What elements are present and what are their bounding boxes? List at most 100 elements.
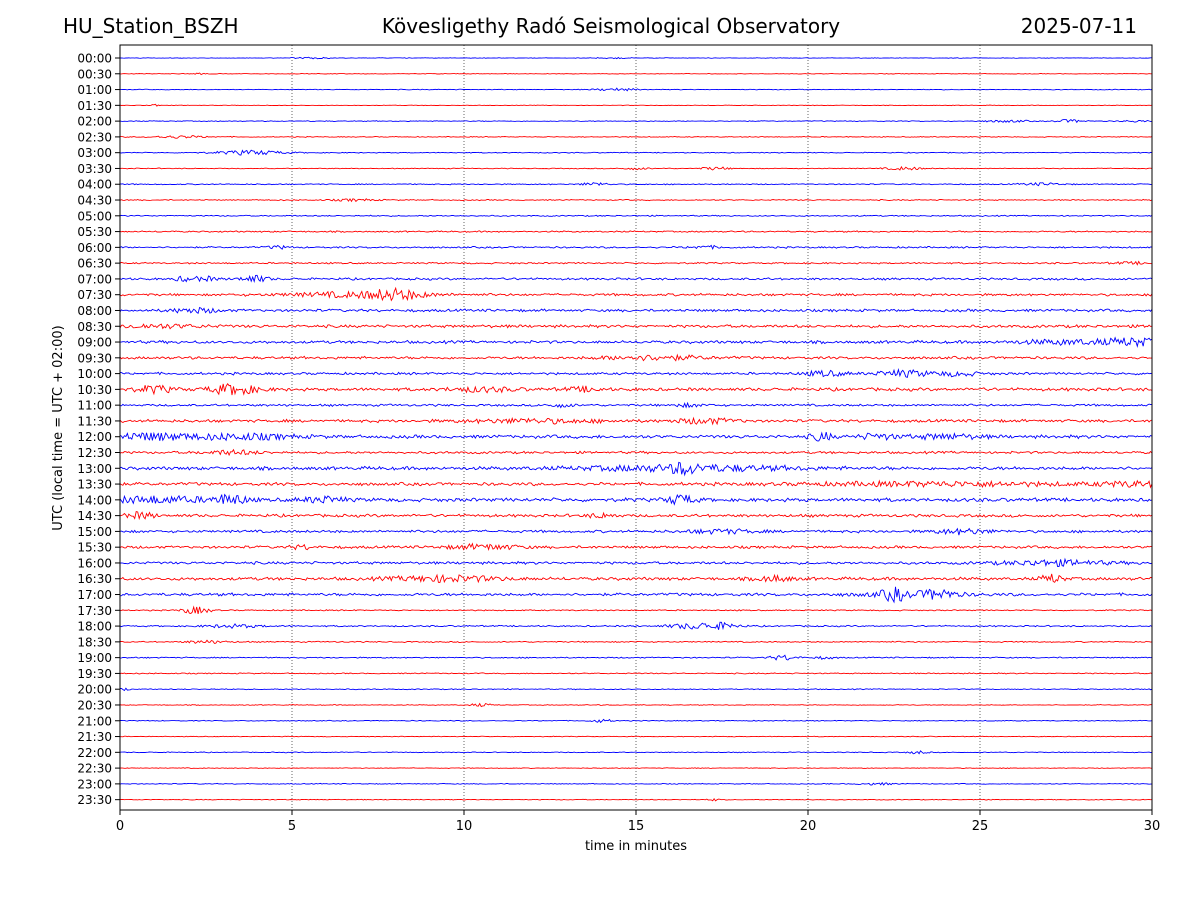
y-tick-label: 11:00 — [77, 399, 112, 413]
trace-0800 — [119, 306, 1153, 315]
y-tick-label: 22:00 — [77, 746, 112, 760]
trace-1800 — [119, 621, 1153, 631]
y-tick-label: 09:30 — [77, 351, 112, 365]
y-tick-label: 15:00 — [77, 525, 112, 539]
y-tick-label: 20:00 — [77, 683, 112, 697]
trace-0400 — [120, 182, 1153, 187]
y-tick-label: 07:00 — [77, 272, 112, 286]
y-tick-label: 18:00 — [77, 620, 112, 634]
trace-0830 — [119, 323, 1153, 330]
y-tick-label: 14:30 — [77, 509, 112, 523]
trace-0300 — [119, 149, 1153, 156]
y-tick-label: 23:00 — [77, 777, 112, 791]
trace-1200 — [119, 431, 1153, 442]
y-tick-label: 11:30 — [77, 414, 112, 428]
trace-0900 — [119, 336, 1153, 349]
y-tick-label: 21:00 — [77, 714, 112, 728]
y-tick-label: 22:30 — [77, 762, 112, 776]
y-tick-label: 18:30 — [77, 635, 112, 649]
trace-1330 — [119, 479, 1153, 489]
trace-1630 — [119, 573, 1153, 584]
y-tick-label: 16:00 — [77, 556, 112, 570]
y-tick-label: 08:00 — [77, 304, 112, 318]
y-tick-label: 03:30 — [77, 162, 112, 176]
x-tick-label: 5 — [288, 819, 296, 834]
trace-0030 — [120, 72, 1152, 76]
trace-2300 — [119, 781, 1153, 786]
x-tick-label: 0 — [116, 819, 124, 834]
y-tick-label: 12:30 — [77, 446, 112, 460]
trace-1100 — [119, 401, 1153, 409]
x-tick-label: 25 — [972, 819, 989, 834]
y-tick-label: 02:00 — [77, 115, 112, 129]
y-tick-label: 01:00 — [77, 83, 112, 97]
trace-1130 — [119, 416, 1153, 426]
y-tick-label: 01:30 — [77, 99, 112, 113]
trace-2330 — [119, 798, 1152, 802]
station-name: HU_Station_BSZH — [63, 14, 239, 38]
y-tick-label: 00:30 — [77, 67, 112, 81]
trace-0730 — [119, 286, 1153, 302]
x-axis-ticks: 0 5 10 15 20 25 30 — [116, 810, 1160, 834]
y-tick-label: 09:00 — [77, 336, 112, 350]
y-tick-label: 19:00 — [77, 651, 112, 665]
trace-1530 — [119, 542, 1152, 551]
grid-lines — [291, 45, 981, 810]
trace-0700 — [119, 274, 1153, 284]
x-tick-label: 30 — [1144, 819, 1161, 834]
y-tick-label: 07:30 — [77, 288, 112, 302]
trace-0500 — [119, 214, 1153, 218]
y-tick-label: 00:00 — [77, 52, 112, 66]
trace-0430 — [119, 198, 1153, 203]
y-tick-label: 10:00 — [77, 367, 112, 381]
trace-1230 — [119, 448, 1153, 457]
trace-2000 — [120, 687, 1153, 692]
trace-0130 — [119, 103, 1153, 107]
trace-0100 — [120, 87, 1153, 92]
trace-0230 — [120, 135, 1153, 139]
y-tick-label: 06:00 — [77, 241, 112, 255]
trace-2230 — [119, 767, 1153, 769]
y-tick-label: 12:00 — [77, 430, 112, 444]
x-tick-label: 20 — [800, 819, 817, 834]
trace-1830 — [119, 639, 1153, 644]
trace-1430 — [119, 511, 1153, 521]
trace-2100 — [120, 718, 1153, 724]
record-date: 2025-07-11 — [1020, 14, 1137, 38]
trace-2130 — [120, 735, 1153, 738]
y-tick-label: 10:30 — [77, 383, 112, 397]
y-tick-label: 02:30 — [77, 130, 112, 144]
trace-0630 — [119, 260, 1153, 266]
y-tick-label: 06:30 — [77, 257, 112, 271]
y-tick-label: 13:30 — [77, 478, 112, 492]
y-tick-label: 16:30 — [77, 572, 112, 586]
trace-1500 — [119, 527, 1153, 536]
y-tick-label: 19:30 — [77, 667, 112, 681]
y-tick-label: 20:30 — [77, 698, 112, 712]
y-tick-label: 15:30 — [77, 541, 112, 555]
y-tick-label: 21:30 — [77, 730, 112, 744]
y-tick-label: 04:30 — [77, 194, 112, 208]
y-tick-label: 13:00 — [77, 462, 112, 476]
trace-0600 — [119, 244, 1153, 251]
trace-1930 — [119, 672, 1153, 675]
trace-1900 — [119, 654, 1153, 661]
trace-0930 — [119, 353, 1152, 362]
y-tick-label: 05:00 — [77, 209, 112, 223]
trace-0330 — [119, 165, 1153, 171]
y-tick-label: 04:00 — [77, 178, 112, 192]
y-tick-label: 03:00 — [77, 146, 112, 160]
y-tick-label: 17:30 — [77, 604, 112, 618]
observatory-title: Kövesligethy Radó Seismological Observat… — [381, 14, 841, 38]
trace-1030 — [119, 383, 1153, 396]
trace-1700 — [119, 586, 1153, 604]
trace-1400 — [119, 493, 1153, 506]
y-tick-label: 23:30 — [77, 793, 112, 807]
trace-2200 — [119, 750, 1153, 755]
trace-1300 — [119, 461, 1153, 477]
trace-1600 — [119, 557, 1153, 567]
trace-0000 — [119, 56, 1152, 60]
y-tick-label: 17:00 — [77, 588, 112, 602]
